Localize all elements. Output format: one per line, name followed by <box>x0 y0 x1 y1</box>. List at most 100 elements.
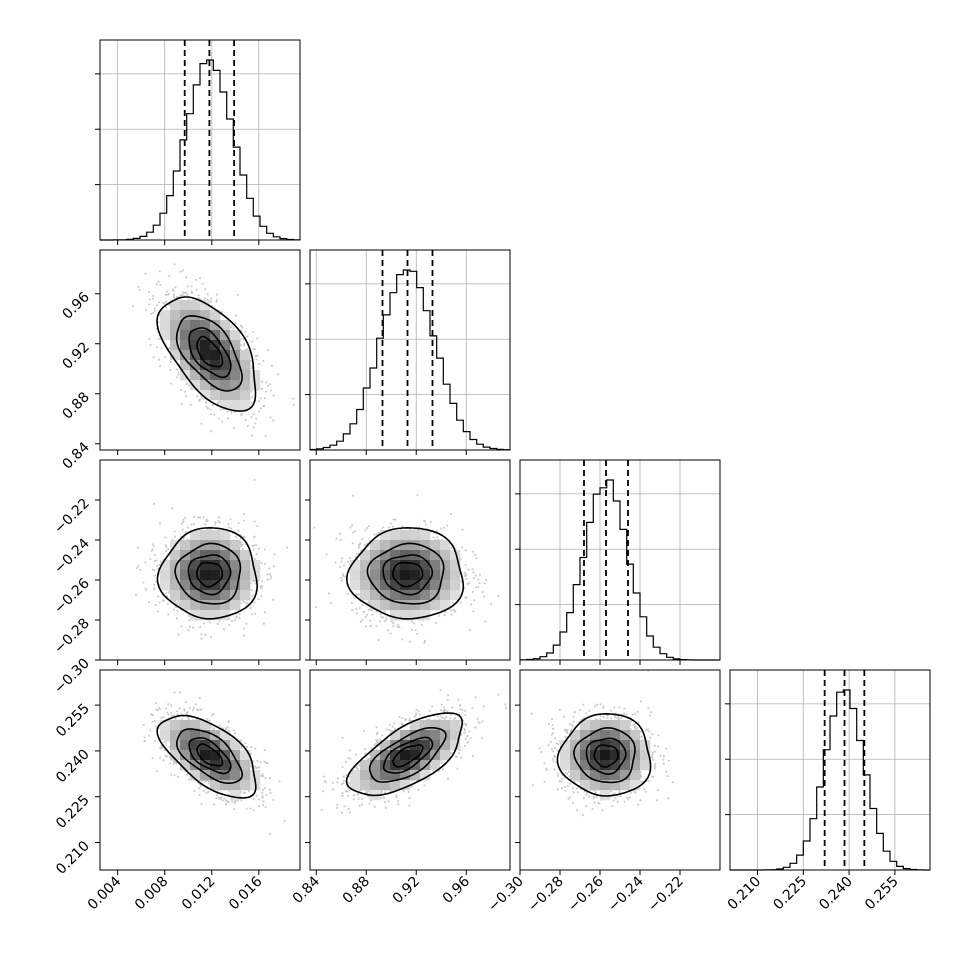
contour-3-1-3 <box>392 744 424 768</box>
density-cell <box>170 750 181 761</box>
density-cell <box>170 720 181 731</box>
density-cell <box>200 380 211 391</box>
density-cell <box>600 750 611 761</box>
density-cell <box>230 330 241 341</box>
density-cell <box>220 610 231 621</box>
density-cell <box>200 320 211 331</box>
density-cell <box>220 570 231 581</box>
density-cell <box>620 730 631 741</box>
density-cell <box>610 720 621 731</box>
density-cell <box>420 540 431 551</box>
density-cell <box>400 610 411 621</box>
density-cell <box>180 590 191 601</box>
density-panel-3-0 <box>99 669 301 871</box>
density-cell <box>220 730 231 741</box>
density-cell <box>590 780 601 791</box>
density-cell <box>430 760 441 771</box>
density-cell <box>590 770 601 781</box>
density-panel-1-0 <box>99 249 301 451</box>
density-cell <box>450 570 461 581</box>
density-cell <box>450 720 461 731</box>
contour-2-1-2 <box>382 554 434 596</box>
x-tick-label-2-1: −0.28 <box>525 874 567 916</box>
density-cell <box>180 320 191 331</box>
panel-frame-2-0 <box>99 459 301 661</box>
density-cell <box>380 540 391 551</box>
density-cell <box>160 330 171 341</box>
x-tick-label-3-1: 0.225 <box>770 874 810 914</box>
density-cell <box>190 560 201 571</box>
density-cell <box>390 750 401 761</box>
density-cell <box>170 340 181 351</box>
density-cell <box>220 390 231 401</box>
y-tick-label-1-1: 0.88 <box>59 389 92 422</box>
y-tick-label-2-0: −0.30 <box>51 656 93 698</box>
density-cell <box>420 610 431 621</box>
y-tick-label-3-2: 0.240 <box>53 746 93 786</box>
density-cell <box>210 600 221 611</box>
density-cell <box>600 720 611 731</box>
density-cell <box>410 720 421 731</box>
density-cell <box>440 540 451 551</box>
density-cell <box>210 560 221 571</box>
density-cell <box>230 340 241 351</box>
contour-2-1-1 <box>366 542 445 605</box>
density-cell <box>580 770 591 781</box>
density-cell <box>190 310 201 321</box>
density-cell <box>200 610 211 621</box>
density-cell <box>620 740 631 751</box>
density-cell <box>390 530 401 541</box>
density-cell <box>220 740 231 751</box>
density-cell <box>170 590 181 601</box>
density-cell <box>440 590 451 601</box>
density-cell <box>220 530 231 541</box>
density-cell <box>380 590 391 601</box>
density-cell <box>360 590 371 601</box>
density-cell <box>400 770 411 781</box>
contour-2-0-1 <box>174 542 242 605</box>
density-cell <box>430 590 441 601</box>
density-cell <box>230 580 241 591</box>
density-cell <box>400 530 411 541</box>
density-cell <box>240 390 251 401</box>
density-panel-2-0 <box>99 459 301 661</box>
density-cell <box>400 740 411 751</box>
density-cell <box>350 560 361 571</box>
density-cell <box>390 770 401 781</box>
density-cell <box>630 770 641 781</box>
density-cell <box>190 540 201 551</box>
density-cell <box>610 760 621 771</box>
density-cell <box>370 540 381 551</box>
density-cell <box>600 730 611 741</box>
density-cell <box>180 330 191 341</box>
density-cell <box>560 750 571 761</box>
density-cell <box>570 760 581 771</box>
density-cell <box>190 360 201 371</box>
contour-3-1-0 <box>345 712 464 797</box>
density-cell <box>190 550 201 561</box>
density-cell <box>580 760 591 771</box>
density-cell <box>190 380 201 391</box>
contour-2-0-0 <box>156 526 259 620</box>
density-cell <box>390 740 401 751</box>
contour-3-2-3 <box>593 744 619 768</box>
density-cell <box>350 770 361 781</box>
density-cell <box>390 600 401 611</box>
x-tick-label-2-2: −0.26 <box>565 873 607 915</box>
density-cell <box>190 610 201 621</box>
density-cell <box>430 550 441 561</box>
density-cell <box>370 600 381 611</box>
y-tick-label-2-1: −0.28 <box>51 616 93 658</box>
hist-frame-0 <box>99 39 301 241</box>
density-cell <box>250 370 261 381</box>
density-cell <box>440 570 451 581</box>
hist-frame-2 <box>519 459 721 661</box>
x-tick-label-1-3: 0.96 <box>440 873 473 906</box>
density-cell <box>190 750 201 761</box>
density-cell <box>160 570 171 581</box>
density-cell <box>180 570 191 581</box>
density-cell <box>190 720 201 731</box>
density-cell <box>420 770 431 781</box>
density-cell <box>390 730 401 741</box>
density-cell <box>380 550 391 561</box>
